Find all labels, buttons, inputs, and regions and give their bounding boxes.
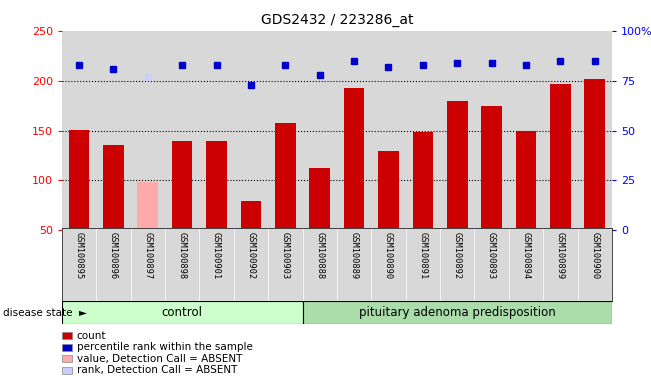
Text: GSM100902: GSM100902 [247, 232, 255, 280]
Bar [585, 79, 605, 230]
Text: GSM100888: GSM100888 [315, 232, 324, 280]
Bar [137, 182, 158, 230]
Bar [447, 101, 467, 230]
Bar [481, 106, 502, 230]
Text: GSM100890: GSM100890 [384, 232, 393, 280]
Text: rank, Detection Call = ABSENT: rank, Detection Call = ABSENT [77, 365, 237, 375]
Text: GSM100901: GSM100901 [212, 232, 221, 280]
Text: GSM100899: GSM100899 [556, 232, 565, 280]
Text: GSM100893: GSM100893 [487, 232, 496, 280]
Text: GSM100895: GSM100895 [74, 232, 83, 280]
Text: GSM100889: GSM100889 [350, 232, 359, 280]
FancyBboxPatch shape [303, 301, 612, 324]
Text: GSM100892: GSM100892 [452, 232, 462, 280]
Text: GSM100903: GSM100903 [281, 232, 290, 280]
Bar [344, 88, 365, 230]
Text: GSM100891: GSM100891 [419, 232, 427, 280]
Bar [378, 151, 399, 230]
Text: GSM100894: GSM100894 [521, 232, 531, 280]
Text: GSM100896: GSM100896 [109, 232, 118, 280]
Bar [241, 202, 261, 230]
Bar [206, 141, 227, 230]
Text: GSM100898: GSM100898 [178, 232, 187, 280]
Text: value, Detection Call = ABSENT: value, Detection Call = ABSENT [77, 354, 242, 364]
Bar [413, 132, 433, 230]
Text: count: count [77, 331, 106, 341]
FancyBboxPatch shape [62, 301, 303, 324]
Bar [550, 84, 571, 230]
Bar [309, 169, 330, 230]
Title: GDS2432 / 223286_at: GDS2432 / 223286_at [260, 13, 413, 27]
Bar [275, 122, 296, 230]
Text: control: control [161, 306, 202, 319]
Bar [103, 144, 124, 230]
Text: GSM100900: GSM100900 [590, 232, 600, 280]
Bar [516, 131, 536, 230]
Text: pituitary adenoma predisposition: pituitary adenoma predisposition [359, 306, 555, 319]
Text: disease state  ►: disease state ► [3, 308, 87, 318]
Bar [172, 141, 193, 230]
Bar [69, 129, 89, 230]
Text: GSM100897: GSM100897 [143, 232, 152, 280]
Text: percentile rank within the sample: percentile rank within the sample [77, 342, 253, 352]
